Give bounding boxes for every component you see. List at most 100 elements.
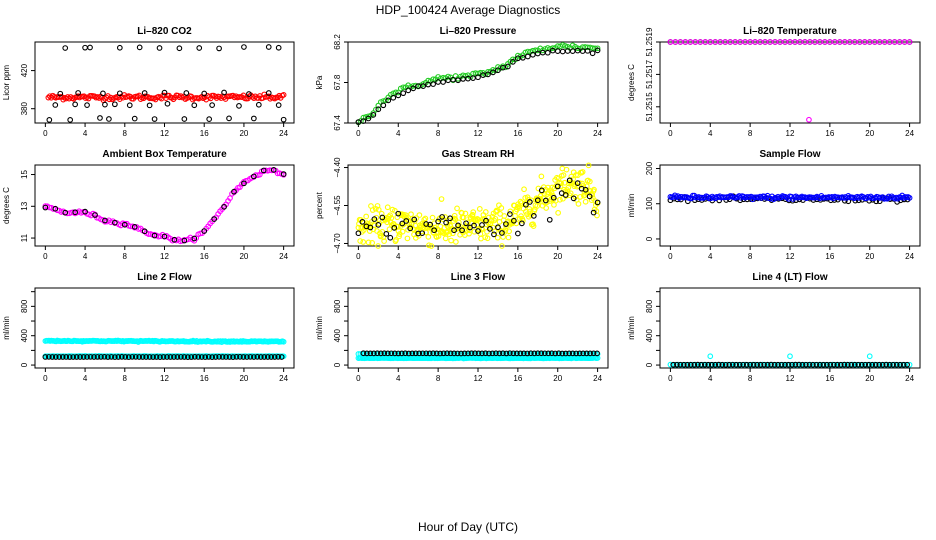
y-tick-label: 67.4	[333, 115, 342, 131]
data-point	[757, 361, 764, 368]
data-point	[705, 361, 712, 368]
data-point	[244, 354, 250, 360]
data-point	[122, 354, 129, 360]
data-point	[512, 212, 518, 219]
data-point	[425, 77, 432, 84]
data-point	[483, 217, 489, 224]
panel-line2-flow: Line 2 Flow ml/min 0 4 8 12 16 20 24 0 400 800	[2, 272, 295, 383]
data-point	[359, 218, 366, 225]
data-point	[538, 350, 545, 357]
data-point	[357, 238, 364, 244]
data-point	[360, 118, 367, 124]
data-point	[84, 102, 90, 108]
data-point	[569, 350, 576, 357]
data-point	[280, 116, 287, 123]
data-point	[768, 361, 774, 368]
x-tick-label: 8	[123, 129, 128, 138]
data-point	[476, 206, 483, 212]
data-point	[548, 350, 555, 357]
panel-title: Li–820 CO2	[137, 26, 192, 37]
data-point	[391, 225, 398, 231]
data-point	[527, 350, 534, 357]
data-point	[521, 186, 527, 193]
data-point	[201, 90, 208, 97]
data-point	[754, 361, 760, 368]
data-point	[201, 228, 208, 234]
data-point	[265, 44, 272, 50]
data-point	[275, 102, 282, 108]
data-point	[792, 361, 799, 368]
y-tick-label: 800	[645, 299, 654, 313]
data-point	[684, 361, 691, 368]
data-point	[505, 63, 511, 70]
data-point	[707, 353, 714, 360]
data-point	[455, 222, 461, 229]
data-point	[116, 44, 123, 51]
x-tick-label: 8	[436, 129, 441, 138]
data-point	[357, 351, 364, 357]
data-point	[430, 81, 437, 87]
data-point	[112, 101, 118, 108]
data-point	[471, 228, 478, 235]
data-point	[57, 90, 64, 97]
data-point	[265, 90, 272, 96]
data-point	[75, 90, 81, 96]
data-point	[211, 216, 217, 222]
data-point	[569, 48, 576, 55]
data-point	[379, 214, 386, 221]
data-point	[381, 238, 387, 244]
data-point	[491, 228, 498, 235]
y-axis-label: Licor ppm	[2, 65, 11, 100]
y-axis-label: percent	[315, 191, 324, 218]
data-point	[274, 170, 281, 177]
data-point	[77, 354, 83, 360]
data-point	[426, 350, 433, 357]
data-point	[587, 350, 593, 357]
data-point	[261, 354, 268, 360]
data-point	[251, 173, 257, 180]
data-point	[455, 77, 461, 84]
data-point	[594, 350, 600, 357]
x-tick-label: 24	[905, 374, 914, 383]
data-point	[733, 361, 740, 368]
data-point	[365, 239, 372, 246]
x-tick-label: 0	[43, 252, 48, 261]
data-point	[52, 354, 59, 360]
data-point	[736, 361, 743, 368]
data-point	[191, 102, 198, 109]
data-point	[380, 102, 387, 109]
x-tick-label: 24	[593, 129, 602, 138]
data-point	[372, 106, 379, 113]
data-point	[526, 206, 533, 212]
data-point	[580, 350, 586, 357]
y-tick-label: 0	[20, 362, 29, 367]
y-tick-label: −4.55	[333, 195, 342, 216]
data-point	[538, 173, 545, 180]
data-point	[66, 354, 73, 360]
data-point	[221, 203, 227, 210]
data-point	[96, 95, 102, 101]
data-point	[775, 361, 781, 368]
data-point	[404, 235, 411, 242]
data-point	[415, 230, 422, 237]
data-point	[226, 115, 232, 122]
data-point	[425, 234, 432, 240]
data-point	[153, 354, 160, 360]
data-point	[143, 354, 149, 360]
data-point	[132, 354, 139, 360]
data-point	[369, 207, 376, 213]
x-tick-label: 20	[865, 129, 874, 138]
data-point	[241, 180, 247, 187]
data-point	[740, 361, 747, 368]
data-point	[399, 228, 406, 235]
x-tick-label: 0	[356, 252, 361, 261]
data-point	[770, 196, 777, 203]
data-point	[251, 115, 257, 122]
data-point	[164, 354, 170, 360]
data-point	[817, 361, 823, 368]
data-point	[392, 207, 398, 214]
data-point	[761, 361, 767, 368]
data-point	[543, 205, 550, 211]
data-point	[522, 201, 529, 208]
